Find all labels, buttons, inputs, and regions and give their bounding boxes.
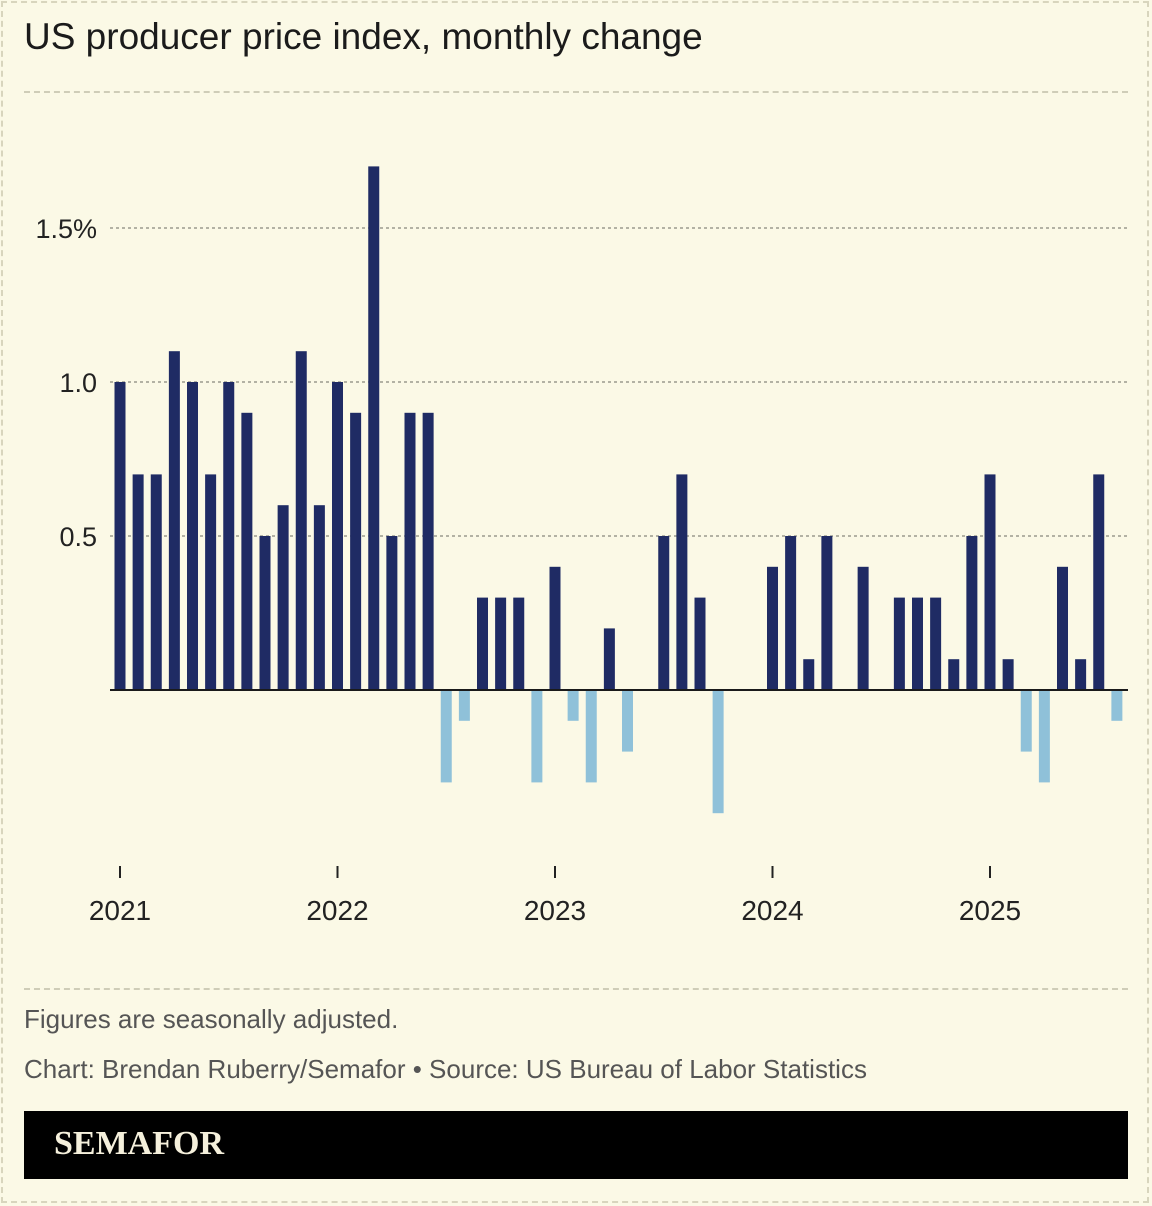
x-tick-label: 2023 xyxy=(524,895,586,926)
bar xyxy=(368,166,380,690)
bar xyxy=(785,536,797,690)
bar xyxy=(477,597,488,690)
bar xyxy=(622,690,633,752)
bar xyxy=(350,412,362,690)
bar xyxy=(1038,690,1050,783)
bar xyxy=(930,597,942,690)
y-tick-label: 1.0 xyxy=(59,368,97,398)
bar xyxy=(585,690,597,783)
bar xyxy=(187,382,198,690)
x-tick-label: 2021 xyxy=(89,895,151,926)
bar xyxy=(1057,566,1068,690)
bar xyxy=(1002,659,1014,690)
bar xyxy=(513,597,525,690)
bar xyxy=(132,474,144,690)
bar xyxy=(332,382,343,690)
bar xyxy=(150,474,162,690)
y-tick-label: 1.5% xyxy=(35,214,97,244)
bar xyxy=(1093,474,1105,690)
bar xyxy=(857,566,869,690)
bar xyxy=(495,597,507,690)
bar xyxy=(313,505,325,690)
footer-bar: SEMAFOR xyxy=(24,1111,1128,1179)
bar xyxy=(114,382,126,690)
bar xyxy=(259,536,271,690)
bar xyxy=(440,690,452,783)
bar xyxy=(966,536,978,690)
x-tick-label: 2024 xyxy=(741,895,803,926)
y-tick-label: 0.5 xyxy=(59,522,97,552)
bar xyxy=(712,690,724,814)
source-credit: Chart: Brendan Ruberry/Semafor • Source:… xyxy=(24,1054,867,1084)
bar xyxy=(223,382,235,690)
bottom-divider xyxy=(24,988,1128,990)
bar xyxy=(603,628,615,690)
x-tick-label: 2025 xyxy=(959,895,1021,926)
chart-title: US producer price index, monthly change xyxy=(24,16,703,57)
bar xyxy=(386,536,398,690)
bar xyxy=(821,536,833,690)
bar xyxy=(658,536,670,690)
bar xyxy=(531,690,543,783)
bar xyxy=(803,659,815,690)
bar xyxy=(277,505,289,690)
bar xyxy=(168,351,180,690)
bar xyxy=(205,474,217,690)
seasonal-note: Figures are seasonally adjusted. xyxy=(24,1004,399,1034)
bar xyxy=(422,412,434,690)
bar xyxy=(567,690,579,721)
bar xyxy=(694,597,706,690)
bar xyxy=(676,474,688,690)
semafor-logo: SEMAFOR xyxy=(54,1125,224,1162)
top-divider xyxy=(24,91,1128,93)
bar xyxy=(1075,659,1087,690)
bar xyxy=(295,351,307,690)
bar xyxy=(948,659,960,690)
bar-chart: 1.5% 1.0 0.5 2021 2022 2023 2024 2025 xyxy=(35,166,1128,926)
bar xyxy=(458,690,470,721)
bar xyxy=(241,412,253,690)
bar xyxy=(984,474,996,690)
bar xyxy=(1111,690,1123,721)
bar xyxy=(549,566,561,690)
x-tick-label: 2022 xyxy=(306,895,368,926)
bar xyxy=(1020,690,1032,752)
bar xyxy=(912,597,923,690)
bar xyxy=(404,412,416,690)
bar xyxy=(767,566,778,690)
bar xyxy=(893,597,905,690)
